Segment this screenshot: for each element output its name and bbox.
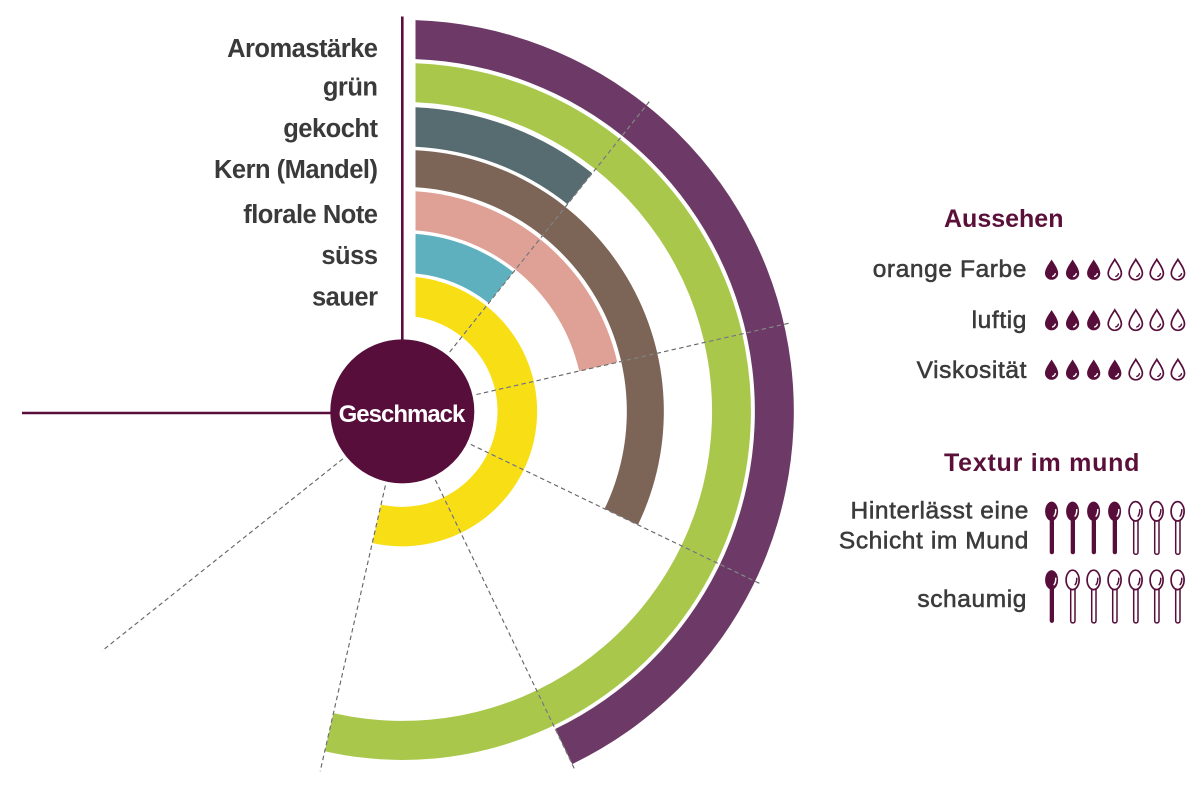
svg-text:Aussehen: Aussehen <box>944 205 1063 233</box>
svg-text:Geschmack: Geschmack <box>339 401 466 428</box>
svg-text:Schicht im Mund: Schicht im Mund <box>839 528 1029 555</box>
svg-text:süss: süss <box>321 242 377 270</box>
svg-text:Hinterlässt eine: Hinterlässt eine <box>851 498 1029 525</box>
svg-text:Kern (Mandel): Kern (Mandel) <box>214 156 378 184</box>
svg-text:sauer: sauer <box>312 284 378 312</box>
svg-text:gekocht: gekocht <box>283 115 378 143</box>
svg-text:Aromastärke: Aromastärke <box>227 35 378 63</box>
svg-text:luftig: luftig <box>972 307 1027 334</box>
svg-text:grün: grün <box>323 74 378 102</box>
svg-text:Textur im mund: Textur im mund <box>944 449 1140 477</box>
svg-text:schaumig: schaumig <box>917 586 1027 613</box>
svg-text:orange Farbe: orange Farbe <box>873 256 1027 283</box>
svg-text:Viskosität: Viskosität <box>917 357 1027 384</box>
svg-text:florale Note: florale Note <box>243 201 378 229</box>
